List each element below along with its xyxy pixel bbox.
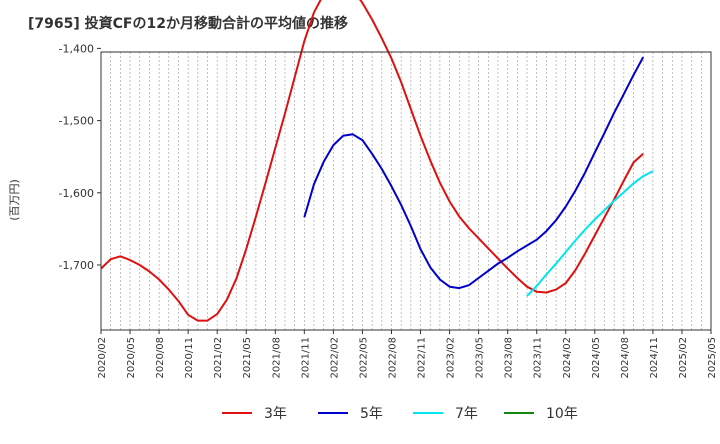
x-tick-label: 2024/02	[562, 337, 573, 379]
x-tick-label: 2020/08	[155, 337, 166, 379]
x-tick-label: 2024/11	[649, 337, 660, 379]
plot-area-frame	[100, 51, 712, 331]
y-tick-label: -1,600	[59, 187, 94, 200]
legend-label: 10年	[546, 406, 578, 422]
x-tick-label: 2024/05	[591, 337, 602, 379]
y-tick-layer: -1,400 -1,500 -1,600 -1,700	[59, 42, 101, 272]
x-tick-label: 2021/05	[242, 337, 253, 379]
x-tick-label: 2022/02	[329, 337, 340, 379]
x-tick-label: 2020/11	[184, 337, 195, 379]
x-tick-label: 2023/08	[504, 337, 515, 379]
series-layer	[100, 0, 654, 322]
x-tick-label: 2022/08	[387, 337, 398, 379]
chart-title: [7965] 投資CFの12か月移動合計の平均値の推移	[28, 15, 348, 32]
legend: 3年 5年 7年 10年	[222, 406, 578, 422]
legend-label: 7年	[455, 406, 478, 422]
y-tick-label: -1,400	[59, 42, 94, 55]
series-line	[526, 170, 654, 297]
x-tick-label: 2023/02	[446, 337, 457, 379]
x-tick-label: 2024/08	[620, 337, 631, 379]
series-line	[100, 0, 644, 322]
x-tick-label: 2020/05	[126, 337, 137, 379]
x-tick-label: 2022/05	[358, 337, 369, 379]
x-tick-label: 2025/02	[678, 337, 689, 379]
x-tick-label: 2021/11	[300, 337, 311, 379]
x-tick-label: 2021/08	[271, 337, 282, 379]
x-tick-label: 2025/05	[707, 337, 718, 379]
y-tick-label: -1,500	[59, 115, 94, 128]
legend-label: 5年	[360, 406, 383, 422]
x-tick-label: 2022/11	[417, 337, 428, 379]
y-tick-label: -1,700	[59, 259, 94, 272]
series-line	[303, 56, 645, 290]
x-tick-label: 2023/05	[475, 337, 486, 379]
legend-label: 3年	[264, 406, 287, 422]
x-tick-label: 2020/02	[97, 337, 108, 379]
x-tick-layer: 2020/02 2020/05 2020/08 2020/11 2021/02 2021/…	[97, 330, 718, 379]
x-tick-label: 2023/11	[533, 337, 544, 379]
x-tick-label: 2021/02	[213, 337, 224, 379]
y-axis-label: (百万円)	[8, 179, 21, 221]
